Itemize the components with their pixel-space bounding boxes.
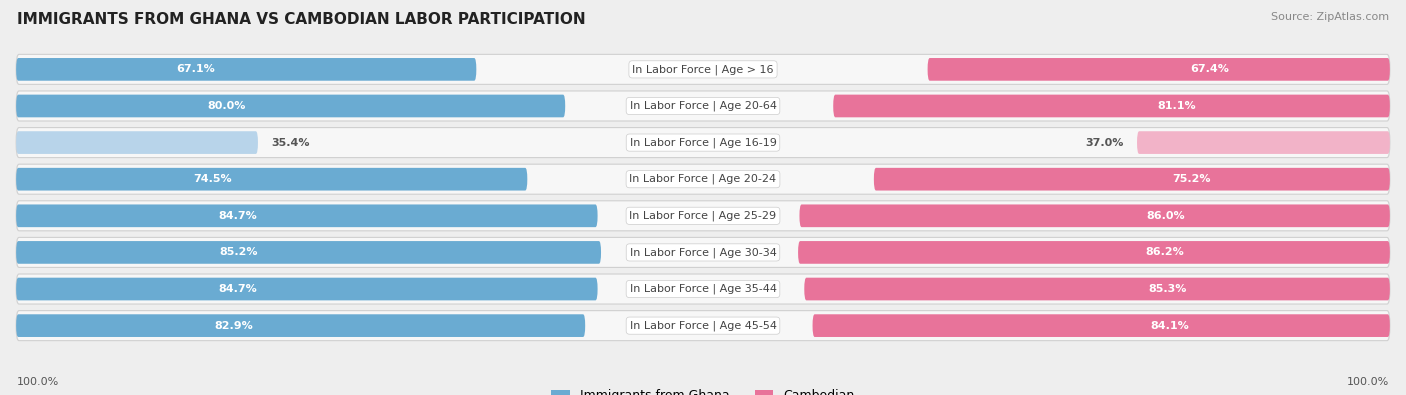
- FancyBboxPatch shape: [928, 58, 1391, 81]
- FancyBboxPatch shape: [15, 131, 257, 154]
- FancyBboxPatch shape: [15, 91, 1391, 121]
- Text: IMMIGRANTS FROM GHANA VS CAMBODIAN LABOR PARTICIPATION: IMMIGRANTS FROM GHANA VS CAMBODIAN LABOR…: [17, 12, 585, 27]
- Text: 100.0%: 100.0%: [17, 377, 59, 387]
- Text: 82.9%: 82.9%: [214, 321, 253, 331]
- Text: 81.1%: 81.1%: [1157, 101, 1197, 111]
- Text: 84.7%: 84.7%: [218, 211, 257, 221]
- Text: 85.2%: 85.2%: [219, 247, 259, 258]
- Text: In Labor Force | Age 20-64: In Labor Force | Age 20-64: [630, 101, 776, 111]
- FancyBboxPatch shape: [15, 241, 600, 264]
- FancyBboxPatch shape: [15, 205, 598, 227]
- Text: 67.1%: 67.1%: [176, 64, 215, 74]
- FancyBboxPatch shape: [15, 314, 585, 337]
- Text: In Labor Force | Age > 16: In Labor Force | Age > 16: [633, 64, 773, 75]
- Text: 100.0%: 100.0%: [1347, 377, 1389, 387]
- Text: 75.2%: 75.2%: [1173, 174, 1211, 184]
- FancyBboxPatch shape: [875, 168, 1391, 190]
- FancyBboxPatch shape: [15, 168, 527, 190]
- Text: In Labor Force | Age 20-24: In Labor Force | Age 20-24: [630, 174, 776, 184]
- FancyBboxPatch shape: [799, 241, 1391, 264]
- Text: 80.0%: 80.0%: [207, 101, 245, 111]
- FancyBboxPatch shape: [15, 128, 1391, 158]
- FancyBboxPatch shape: [813, 314, 1391, 337]
- FancyBboxPatch shape: [15, 164, 1391, 194]
- Legend: Immigrants from Ghana, Cambodian: Immigrants from Ghana, Cambodian: [547, 384, 859, 395]
- FancyBboxPatch shape: [15, 278, 598, 300]
- FancyBboxPatch shape: [804, 278, 1391, 300]
- Text: 84.1%: 84.1%: [1150, 321, 1189, 331]
- Text: 86.2%: 86.2%: [1146, 247, 1184, 258]
- FancyBboxPatch shape: [15, 55, 1391, 85]
- FancyBboxPatch shape: [15, 201, 1391, 231]
- FancyBboxPatch shape: [834, 95, 1391, 117]
- FancyBboxPatch shape: [15, 274, 1391, 304]
- Text: 84.7%: 84.7%: [218, 284, 257, 294]
- Text: In Labor Force | Age 35-44: In Labor Force | Age 35-44: [630, 284, 776, 294]
- Text: In Labor Force | Age 45-54: In Labor Force | Age 45-54: [630, 320, 776, 331]
- FancyBboxPatch shape: [15, 95, 565, 117]
- Text: 37.0%: 37.0%: [1085, 137, 1123, 148]
- FancyBboxPatch shape: [15, 58, 477, 81]
- Text: In Labor Force | Age 30-34: In Labor Force | Age 30-34: [630, 247, 776, 258]
- Text: 74.5%: 74.5%: [194, 174, 232, 184]
- FancyBboxPatch shape: [1137, 131, 1391, 154]
- Text: In Labor Force | Age 16-19: In Labor Force | Age 16-19: [630, 137, 776, 148]
- Text: 86.0%: 86.0%: [1146, 211, 1185, 221]
- Text: In Labor Force | Age 25-29: In Labor Force | Age 25-29: [630, 211, 776, 221]
- Text: 35.4%: 35.4%: [271, 137, 311, 148]
- Text: 67.4%: 67.4%: [1191, 64, 1229, 74]
- Text: 85.3%: 85.3%: [1147, 284, 1187, 294]
- FancyBboxPatch shape: [15, 310, 1391, 340]
- FancyBboxPatch shape: [800, 205, 1391, 227]
- FancyBboxPatch shape: [15, 237, 1391, 267]
- Text: Source: ZipAtlas.com: Source: ZipAtlas.com: [1271, 12, 1389, 22]
